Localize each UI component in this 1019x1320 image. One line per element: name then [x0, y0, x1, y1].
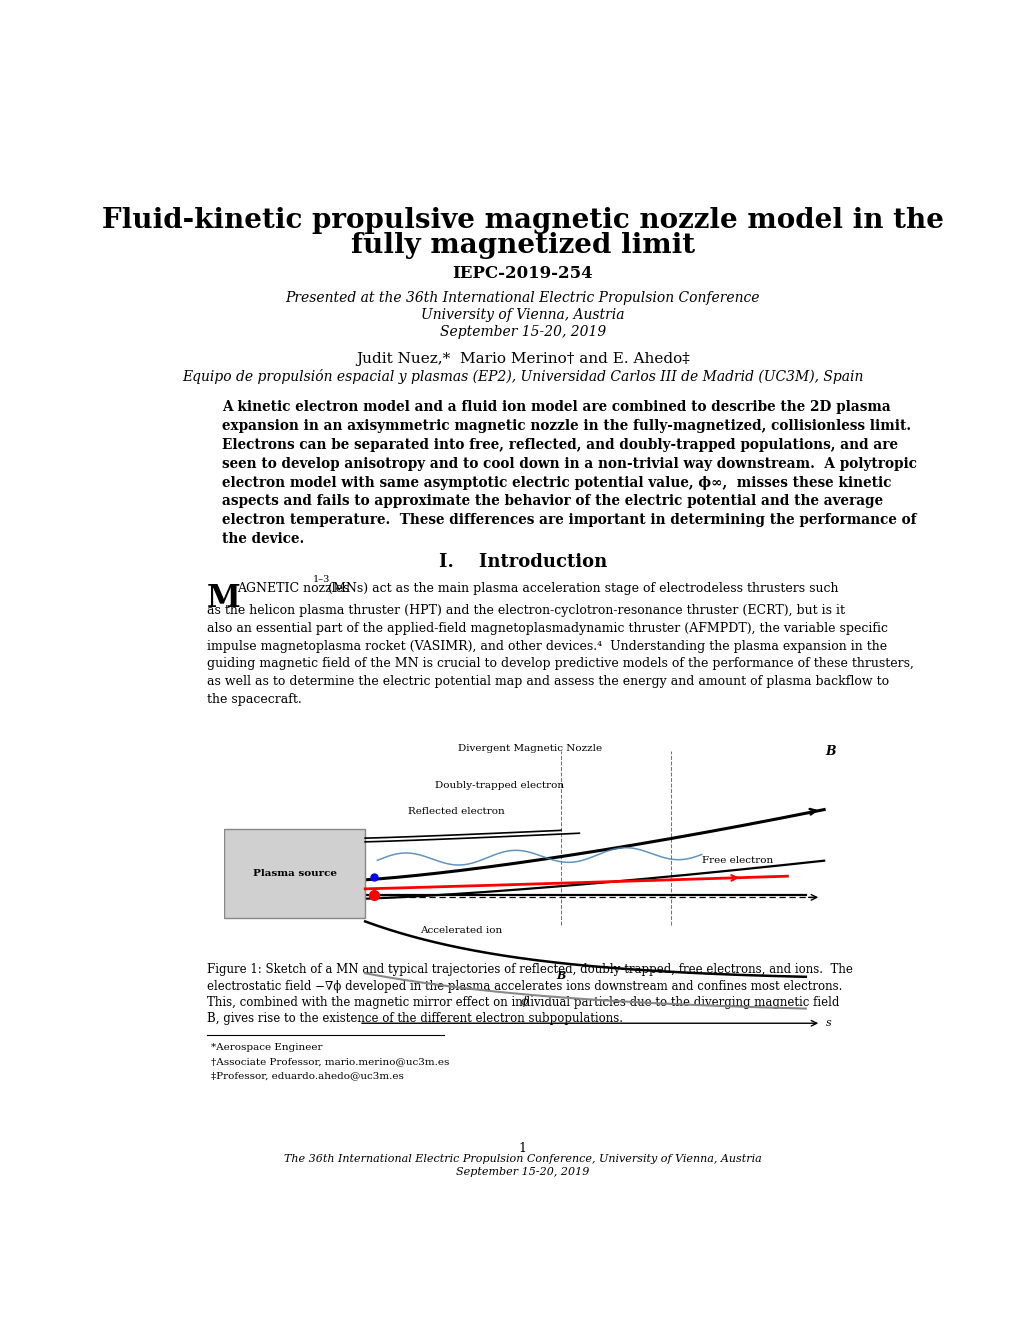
Text: seen to develop anisotropy and to cool down in a non-trivial way downstream.  A : seen to develop anisotropy and to cool d…	[222, 457, 916, 471]
Text: Reflected electron: Reflected electron	[408, 807, 504, 816]
Text: (MNs) act as the main plasma acceleration stage of electrodeless thrusters such: (MNs) act as the main plasma acceleratio…	[323, 582, 838, 595]
Text: guiding magnetic field of the MN is crucial to develop predictive models of the : guiding magnetic field of the MN is cruc…	[206, 657, 913, 671]
Text: 1–3: 1–3	[312, 576, 329, 585]
Text: University of Vienna, Austria: University of Vienna, Austria	[421, 308, 624, 322]
Text: IEPC-2019-254: IEPC-2019-254	[452, 265, 592, 282]
Text: Fluid-kinetic propulsive magnetic nozzle model in the: Fluid-kinetic propulsive magnetic nozzle…	[102, 207, 943, 234]
Text: electron temperature.  These differences are important in determining the perfor: electron temperature. These differences …	[222, 513, 916, 527]
Text: aspects and fails to approximate the behavior of the electric potential and the : aspects and fails to approximate the beh…	[222, 494, 882, 508]
Text: Plasma source: Plasma source	[253, 869, 336, 878]
Text: expansion in an axisymmetric magnetic nozzle in the fully-magnetized, collisionl: expansion in an axisymmetric magnetic no…	[222, 420, 911, 433]
Text: B: B	[824, 744, 836, 758]
Text: Free electron: Free electron	[701, 855, 772, 865]
Text: A kinetic electron model and a fluid ion model are combined to describe the 2D p: A kinetic electron model and a fluid ion…	[222, 400, 891, 414]
Text: AGNETIC nozzles: AGNETIC nozzles	[236, 582, 348, 595]
Text: 1: 1	[519, 1142, 526, 1155]
Text: Accelerated ion: Accelerated ion	[420, 927, 502, 935]
Text: also an essential part of the applied-field magnetoplasmadynamic thruster (AFMPD: also an essential part of the applied-fi…	[206, 622, 887, 635]
Text: This, combined with the magnetic mirror effect on individual particles due to th: This, combined with the magnetic mirror …	[206, 995, 838, 1008]
Text: Electrons can be separated into free, reflected, and doubly-trapped populations,: Electrons can be separated into free, re…	[222, 438, 898, 451]
Text: Doubly-trapped electron: Doubly-trapped electron	[435, 780, 564, 789]
Text: ϕ: ϕ	[520, 995, 528, 1007]
Text: Equipo de propulsión espacial y plasmas (EP2), Universidad Carlos III de Madrid : Equipo de propulsión espacial y plasmas …	[181, 368, 863, 384]
Text: Divergent Magnetic Nozzle: Divergent Magnetic Nozzle	[458, 743, 602, 752]
Text: impulse magnetoplasma rocket (VASIMR), and other devices.⁴  Understanding the pl: impulse magnetoplasma rocket (VASIMR), a…	[206, 640, 886, 652]
Text: B, gives rise to the existence of the different electron subpopulations.: B, gives rise to the existence of the di…	[206, 1012, 622, 1026]
Bar	[224, 829, 365, 917]
Text: as the helicon plasma thruster (HPT) and the electron-cyclotron-resonance thrust: as the helicon plasma thruster (HPT) and…	[206, 605, 844, 616]
Text: M: M	[206, 583, 240, 614]
Text: the device.: the device.	[222, 532, 305, 546]
Text: B: B	[555, 970, 566, 981]
Text: fully magnetized limit: fully magnetized limit	[351, 231, 694, 259]
Text: September 15-20, 2019: September 15-20, 2019	[439, 325, 605, 339]
Text: The 36th International Electric Propulsion Conference, University of Vienna, Aus: The 36th International Electric Propulsi…	[283, 1155, 761, 1164]
Text: electrostatic field −∇ϕ developed in the plasma accelerates ions downstream and : electrostatic field −∇ϕ developed in the…	[206, 979, 841, 993]
Text: September 15-20, 2019: September 15-20, 2019	[455, 1167, 589, 1176]
Text: I.    Introduction: I. Introduction	[438, 553, 606, 570]
Text: as well as to determine the electric potential map and assess the energy and amo: as well as to determine the electric pot…	[206, 676, 888, 688]
Text: the spacecraft.: the spacecraft.	[206, 693, 301, 706]
Text: Figure 1: Sketch of a MN and typical trajectories of reflected, doubly-trapped, : Figure 1: Sketch of a MN and typical tra…	[206, 964, 852, 977]
Text: ‡Professor, eduardo.ahedo@uc3m.es: ‡Professor, eduardo.ahedo@uc3m.es	[210, 1071, 403, 1080]
Text: *Aerospace Engineer: *Aerospace Engineer	[210, 1043, 322, 1052]
Text: †Associate Professor, mario.merino@uc3m.es: †Associate Professor, mario.merino@uc3m.…	[210, 1057, 448, 1065]
Text: s: s	[824, 1018, 830, 1028]
Text: Judit Nuez,*  Mario Merino† and E. Ahedo‡: Judit Nuez,* Mario Merino† and E. Ahedo‡	[356, 351, 689, 366]
Text: electron model with same asymptotic electric potential value, ϕ∞,  misses these : electron model with same asymptotic elec…	[222, 475, 891, 490]
Text: Presented at the 36th International Electric Propulsion Conference: Presented at the 36th International Elec…	[285, 290, 759, 305]
